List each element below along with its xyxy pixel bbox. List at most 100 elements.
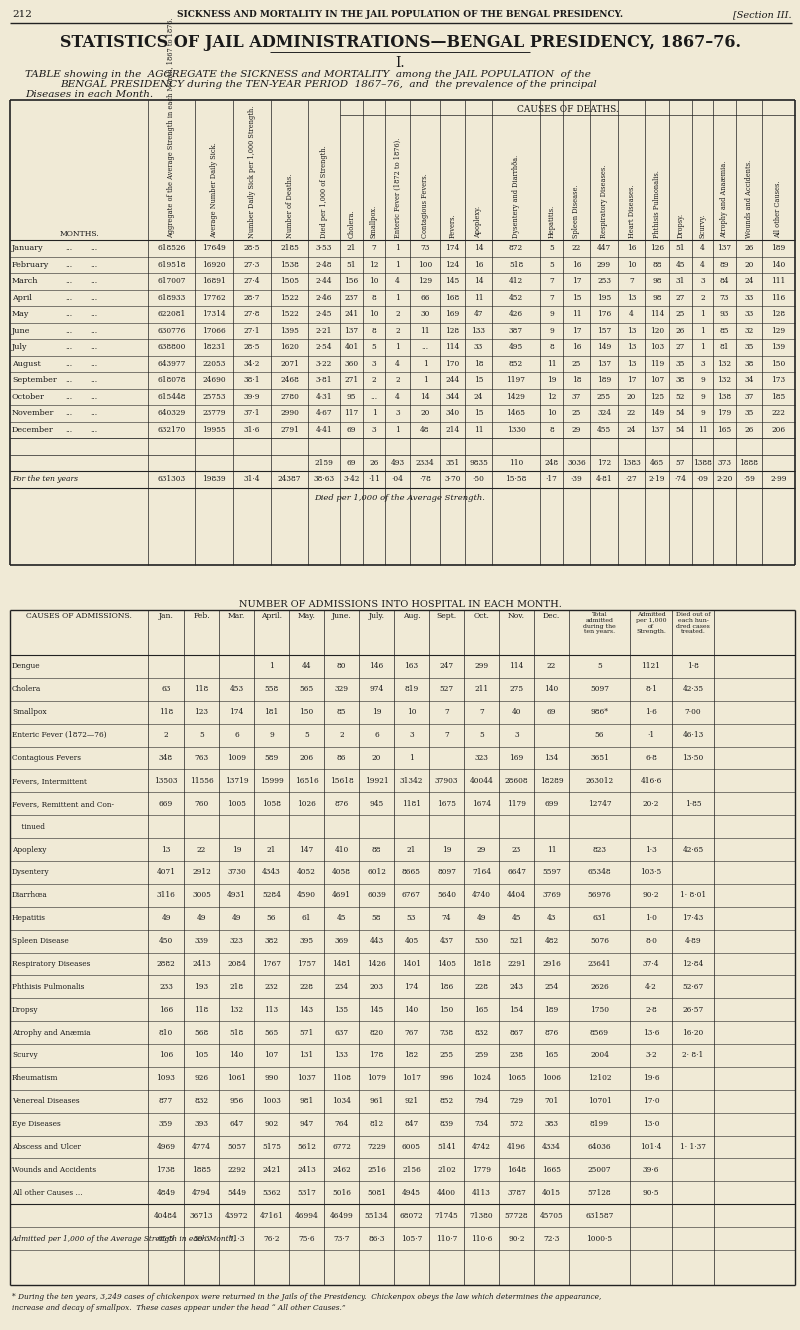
Text: 15: 15 <box>572 294 582 302</box>
Text: 17: 17 <box>626 376 636 384</box>
Text: 241: 241 <box>345 310 358 318</box>
Text: 3769: 3769 <box>542 891 561 899</box>
Text: 393: 393 <box>194 1120 209 1128</box>
Text: 66: 66 <box>420 294 430 302</box>
Text: 69: 69 <box>546 708 556 717</box>
Text: 426: 426 <box>509 310 523 318</box>
Text: 165: 165 <box>474 1005 489 1013</box>
Text: 140: 140 <box>404 1005 418 1013</box>
Text: Enteric Fever (1872 to 1876).: Enteric Fever (1872 to 1876). <box>394 137 402 238</box>
Text: 19955: 19955 <box>202 426 226 434</box>
Text: 9835: 9835 <box>469 459 488 467</box>
Text: 1401: 1401 <box>402 960 421 968</box>
Text: 17066: 17066 <box>202 327 226 335</box>
Text: Scurvy.: Scurvy. <box>698 214 706 238</box>
Text: 452: 452 <box>509 294 523 302</box>
Text: 872: 872 <box>509 245 523 253</box>
Text: 4: 4 <box>395 277 400 285</box>
Text: 412: 412 <box>509 277 523 285</box>
Text: Dysentery: Dysentery <box>12 868 50 876</box>
Text: 185: 185 <box>771 392 786 400</box>
Text: 11: 11 <box>420 327 430 335</box>
Text: 243: 243 <box>510 983 523 991</box>
Text: 1885: 1885 <box>192 1166 211 1174</box>
Text: ...: ... <box>90 376 97 384</box>
Text: 323: 323 <box>474 754 489 762</box>
Text: 13: 13 <box>627 343 636 351</box>
Text: MONTHS.: MONTHS. <box>59 230 99 238</box>
Text: Sept.: Sept. <box>437 612 457 620</box>
Text: 73: 73 <box>420 245 430 253</box>
Text: 140: 140 <box>771 261 786 269</box>
Text: 493: 493 <box>390 459 405 467</box>
Text: 615448: 615448 <box>158 392 186 400</box>
Text: 128: 128 <box>771 310 786 318</box>
Text: 6: 6 <box>374 732 379 739</box>
Text: 103: 103 <box>650 343 664 351</box>
Text: Number of Deaths.: Number of Deaths. <box>286 174 294 238</box>
Text: 51: 51 <box>676 245 686 253</box>
Text: 107: 107 <box>264 1052 278 1060</box>
Text: 4071: 4071 <box>157 868 175 876</box>
Text: 22: 22 <box>627 410 636 418</box>
Text: ...: ... <box>65 327 72 335</box>
Text: 1: 1 <box>395 261 400 269</box>
Text: 203: 203 <box>370 983 383 991</box>
Text: 8·1: 8·1 <box>645 685 657 693</box>
Text: ...: ... <box>422 343 429 351</box>
Text: Phthisis Pulmonalis.: Phthisis Pulmonalis. <box>653 170 661 238</box>
Text: 103·5: 103·5 <box>640 868 662 876</box>
Text: 73: 73 <box>720 294 729 302</box>
Text: 55134: 55134 <box>365 1212 388 1220</box>
Text: 852: 852 <box>439 1097 454 1105</box>
Text: 19839: 19839 <box>202 475 226 483</box>
Text: 2·45: 2·45 <box>316 310 332 318</box>
Text: 6: 6 <box>234 732 239 739</box>
Text: 17: 17 <box>572 277 582 285</box>
Text: 877: 877 <box>159 1097 173 1105</box>
Text: 16920: 16920 <box>202 261 226 269</box>
Text: 1: 1 <box>395 245 400 253</box>
Text: 52: 52 <box>676 392 685 400</box>
Text: 5: 5 <box>372 343 376 351</box>
Text: 38: 38 <box>676 376 685 384</box>
Text: 1395: 1395 <box>280 327 299 335</box>
Text: 3787: 3787 <box>507 1189 526 1197</box>
Text: 527: 527 <box>439 685 454 693</box>
Text: 263012: 263012 <box>586 777 614 785</box>
Text: 28·5: 28·5 <box>244 343 260 351</box>
Text: December: December <box>12 426 54 434</box>
Text: 3: 3 <box>514 732 519 739</box>
Text: 2780: 2780 <box>280 392 299 400</box>
Text: 31342: 31342 <box>400 777 423 785</box>
Text: 3730: 3730 <box>227 868 246 876</box>
Text: 369: 369 <box>334 938 349 946</box>
Text: 65348: 65348 <box>588 868 611 876</box>
Text: 8665: 8665 <box>402 868 421 876</box>
Text: 10701: 10701 <box>588 1097 611 1105</box>
Text: 49: 49 <box>477 914 486 922</box>
Text: 4931: 4931 <box>227 891 246 899</box>
Text: 3: 3 <box>700 277 705 285</box>
Text: 453: 453 <box>230 685 243 693</box>
Text: 4·81: 4·81 <box>596 475 612 483</box>
Text: 794: 794 <box>474 1097 489 1105</box>
Text: SICKNESS AND MORTALITY IN THE JAIL POPULATION OF THE BENGAL PRESIDENCY.: SICKNESS AND MORTALITY IN THE JAIL POPUL… <box>177 11 623 19</box>
Text: 35: 35 <box>744 410 754 418</box>
Text: 21: 21 <box>347 245 356 253</box>
Text: * During the ten years, 3,249 cases of chickenpox were returned in the Jails of : * During the ten years, 3,249 cases of c… <box>12 1293 602 1301</box>
Text: Admitted per 1,000 of the Average Strength in each Month,: Admitted per 1,000 of the Average Streng… <box>12 1234 237 1242</box>
Text: 26: 26 <box>744 426 754 434</box>
Text: 631: 631 <box>593 914 606 922</box>
Text: 9: 9 <box>549 327 554 335</box>
Text: 926: 926 <box>194 1075 209 1083</box>
Text: 24690: 24690 <box>202 376 226 384</box>
Text: 27·4: 27·4 <box>244 277 260 285</box>
Text: 2: 2 <box>395 327 400 335</box>
Text: 1888: 1888 <box>739 459 758 467</box>
Text: 387: 387 <box>509 327 523 335</box>
Text: 46499: 46499 <box>330 1212 354 1220</box>
Text: 5597: 5597 <box>542 868 561 876</box>
Text: 19: 19 <box>232 846 242 854</box>
Text: 95: 95 <box>346 392 356 400</box>
